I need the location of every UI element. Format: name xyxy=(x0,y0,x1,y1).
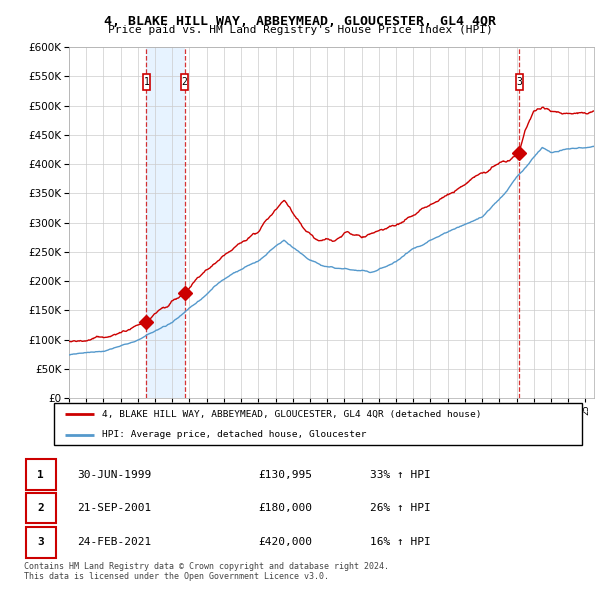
Text: 21-SEP-2001: 21-SEP-2001 xyxy=(77,503,151,513)
Text: 30-JUN-1999: 30-JUN-1999 xyxy=(77,470,151,480)
FancyBboxPatch shape xyxy=(54,403,582,445)
Text: 2: 2 xyxy=(182,77,188,87)
FancyBboxPatch shape xyxy=(26,493,56,523)
Text: Price paid vs. HM Land Registry's House Price Index (HPI): Price paid vs. HM Land Registry's House … xyxy=(107,25,493,35)
Text: 4, BLAKE HILL WAY, ABBEYMEAD, GLOUCESTER, GL4 4QR: 4, BLAKE HILL WAY, ABBEYMEAD, GLOUCESTER… xyxy=(104,15,496,28)
Bar xyxy=(146,47,185,398)
Text: 1: 1 xyxy=(143,77,149,87)
Text: £180,000: £180,000 xyxy=(259,503,313,513)
Text: 3: 3 xyxy=(516,77,522,87)
Text: 33% ↑ HPI: 33% ↑ HPI xyxy=(370,470,431,480)
FancyBboxPatch shape xyxy=(143,74,150,90)
FancyBboxPatch shape xyxy=(26,526,56,558)
FancyBboxPatch shape xyxy=(26,460,56,490)
Text: £130,995: £130,995 xyxy=(259,470,313,480)
Text: 26% ↑ HPI: 26% ↑ HPI xyxy=(370,503,431,513)
Text: 16% ↑ HPI: 16% ↑ HPI xyxy=(370,537,431,547)
Text: HPI: Average price, detached house, Gloucester: HPI: Average price, detached house, Glou… xyxy=(101,430,366,440)
Text: £420,000: £420,000 xyxy=(259,537,313,547)
Text: 1: 1 xyxy=(37,470,44,480)
Text: 2: 2 xyxy=(37,503,44,513)
Text: 24-FEB-2021: 24-FEB-2021 xyxy=(77,537,151,547)
Text: 3: 3 xyxy=(37,537,44,547)
FancyBboxPatch shape xyxy=(181,74,188,90)
Text: 4, BLAKE HILL WAY, ABBEYMEAD, GLOUCESTER, GL4 4QR (detached house): 4, BLAKE HILL WAY, ABBEYMEAD, GLOUCESTER… xyxy=(101,410,481,419)
FancyBboxPatch shape xyxy=(515,74,523,90)
Text: Contains HM Land Registry data © Crown copyright and database right 2024.
This d: Contains HM Land Registry data © Crown c… xyxy=(24,562,389,581)
